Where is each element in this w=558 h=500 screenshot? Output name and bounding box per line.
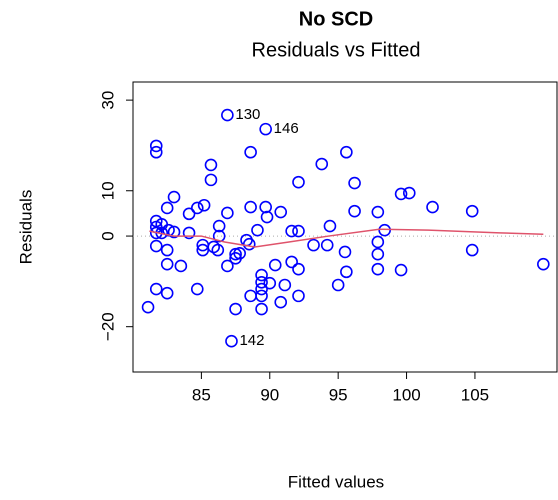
point	[537, 257, 550, 271]
x-tick-label: 100	[392, 385, 420, 404]
point	[244, 289, 257, 303]
point	[160, 201, 174, 215]
smooth-line	[149, 228, 544, 248]
point	[465, 204, 479, 218]
point	[260, 210, 274, 224]
point	[348, 204, 361, 218]
point	[371, 247, 385, 261]
point	[174, 259, 188, 273]
point	[251, 223, 264, 237]
point	[255, 282, 268, 296]
point	[204, 173, 218, 187]
point	[371, 205, 385, 219]
point-label: 142	[239, 332, 264, 349]
plot-frame	[132, 81, 558, 373]
point	[274, 295, 288, 309]
point	[323, 219, 337, 233]
point	[292, 289, 305, 303]
point	[182, 226, 196, 240]
point	[211, 243, 225, 257]
y-tick-label: 10	[98, 181, 117, 200]
point	[167, 190, 181, 204]
point	[221, 206, 234, 220]
point	[371, 235, 385, 249]
point	[197, 198, 211, 212]
point	[255, 268, 268, 282]
point	[242, 237, 256, 251]
point	[340, 265, 353, 279]
point	[263, 276, 277, 290]
point	[285, 224, 298, 238]
point	[292, 224, 305, 238]
point	[149, 239, 163, 253]
point	[268, 258, 282, 272]
y-axis-label: Residuals	[16, 190, 35, 265]
point	[229, 251, 242, 265]
point	[371, 262, 385, 276]
x-tick-label: 85	[192, 385, 211, 404]
point	[229, 302, 242, 316]
point	[426, 200, 439, 214]
y-tick-label: 30	[98, 91, 117, 110]
point	[331, 278, 345, 292]
chart-subtitle: Residuals vs Fitted	[252, 39, 421, 61]
point	[315, 157, 329, 171]
point	[259, 122, 272, 136]
point	[149, 139, 163, 153]
point	[244, 200, 257, 214]
x-tick-label: 105	[461, 385, 489, 404]
x-axis-label: Fitted values	[288, 472, 384, 491]
point	[340, 145, 353, 159]
point	[149, 282, 163, 296]
point	[190, 282, 204, 296]
point	[244, 145, 257, 159]
point	[204, 158, 218, 172]
point	[274, 205, 288, 219]
point	[307, 238, 320, 252]
point	[465, 243, 479, 257]
point	[338, 245, 352, 259]
point	[255, 275, 268, 289]
point	[255, 289, 268, 303]
point	[229, 247, 242, 261]
point	[278, 278, 292, 292]
point	[212, 219, 226, 233]
point	[348, 176, 361, 190]
point	[182, 207, 196, 221]
point	[402, 186, 416, 200]
x-tick-label: 95	[329, 385, 348, 404]
point	[259, 200, 272, 214]
point	[221, 108, 234, 122]
point	[190, 201, 204, 215]
point	[255, 302, 268, 316]
y-tick-label: 0	[98, 231, 117, 240]
point	[394, 187, 408, 201]
point	[221, 259, 234, 273]
chart-title: No SCD	[299, 8, 373, 30]
point	[160, 257, 174, 271]
point-label: 130	[235, 106, 260, 123]
point-label: 146	[274, 120, 299, 137]
point	[394, 263, 408, 277]
point	[225, 334, 238, 348]
point	[160, 286, 174, 300]
point	[141, 300, 155, 314]
x-tick-label: 90	[260, 385, 279, 404]
point	[167, 225, 181, 239]
y-tick-label: −20	[98, 312, 117, 341]
point	[320, 238, 334, 252]
point	[292, 262, 305, 276]
point	[285, 255, 298, 269]
point	[160, 243, 174, 257]
point	[292, 175, 305, 189]
point	[212, 229, 226, 243]
point	[149, 145, 163, 159]
